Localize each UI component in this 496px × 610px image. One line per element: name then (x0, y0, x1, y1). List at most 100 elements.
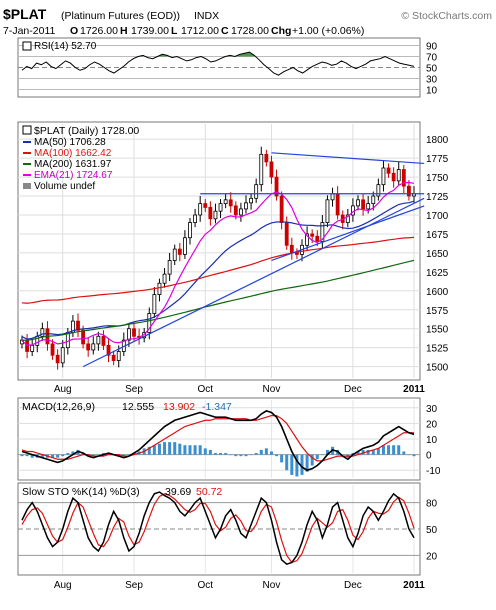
macd-histogram-bar (71, 451, 75, 455)
candle-body (305, 233, 309, 246)
x-axis-label-bottom: Dec (344, 580, 362, 591)
rsi-tick-label: 90 (426, 42, 438, 53)
candle-body (407, 185, 411, 197)
macd-histogram-bar (30, 454, 34, 458)
macd-histogram-bar (259, 449, 263, 455)
candle-body (172, 248, 177, 261)
macd-histogram-bar (244, 454, 248, 457)
macd-histogram-bar (269, 451, 273, 455)
candle-body (366, 203, 371, 210)
candle-body (65, 332, 70, 349)
price-legend-main: $PLAT (Daily) 1728.00 (34, 125, 139, 137)
macd-histogram-bar (178, 443, 182, 455)
high-value: 1739.00 (131, 25, 169, 37)
candle-body (223, 199, 228, 205)
candle-body (381, 167, 386, 186)
rsi-line (21, 51, 415, 76)
macd-histogram-bar (51, 454, 55, 458)
macd-histogram-bar (280, 454, 284, 463)
macd-histogram-bar (275, 454, 279, 457)
volume-legend-swatch (23, 183, 31, 189)
macd-histogram-bar (387, 445, 391, 455)
candle-body (228, 199, 233, 207)
overlay-line (21, 200, 415, 340)
candle-body (259, 153, 264, 186)
rsi-series (21, 51, 415, 76)
price-legend-swatch (22, 125, 32, 135)
x-axis-label: 2011 (403, 384, 425, 395)
macd-tick-label: 20 (426, 419, 438, 430)
candle-body (101, 335, 106, 346)
macd-histogram-bar (392, 445, 396, 455)
candle-body (244, 202, 248, 210)
macd-histogram-bar (376, 448, 380, 455)
candle-body (81, 329, 85, 345)
candle-body (86, 343, 91, 351)
candle-body (345, 214, 350, 223)
candle-body (116, 351, 121, 361)
candle-body (269, 161, 274, 178)
price-tick-label: 1750 (426, 173, 449, 184)
sto-k-line (21, 491, 415, 566)
price-tick-label: 1575 (426, 306, 449, 317)
sto-legend-name: Slow STO %K(14) %D(3) (22, 486, 140, 498)
candle-body (183, 237, 187, 255)
macd-series (20, 410, 416, 477)
candle-body (157, 282, 162, 295)
x-axis-label-bottom: 2011 (403, 580, 425, 591)
watermark: © StockCharts.com (401, 10, 492, 22)
macd-histogram-bar (127, 454, 131, 456)
sto-legend-v2: 50.72 (196, 486, 222, 498)
macd-histogram-bar (264, 448, 268, 455)
macd-histogram-bar (188, 445, 192, 455)
macd-histogram-bar (366, 449, 370, 455)
macd-histogram-bar (305, 454, 309, 472)
candle-body (335, 193, 340, 216)
candle-body (198, 203, 203, 216)
macd-histogram-bar (290, 454, 294, 475)
x-axis-label-bottom: Nov (263, 580, 281, 591)
macd-histogram-bar (412, 454, 416, 457)
macd-histogram-bar (371, 449, 375, 455)
candle-body (356, 199, 360, 207)
low-label: L (171, 25, 178, 37)
macd-histogram-bar (96, 454, 100, 456)
x-axis-label: Sep (125, 384, 143, 395)
candle-body (249, 197, 253, 204)
candle-body (91, 343, 96, 351)
macd-histogram-bar (361, 449, 365, 455)
rsi-tick-label: 30 (426, 75, 438, 86)
macd-histogram-bar (295, 454, 299, 477)
macd-histogram-bar (40, 454, 44, 458)
macd-histogram-bar (320, 454, 324, 456)
price-tick-label: 1600 (426, 287, 449, 298)
candle-body (188, 222, 192, 239)
macd-histogram-bar (163, 442, 167, 455)
header-symbol: $PLAT (3, 6, 47, 22)
macd-histogram-bar (173, 442, 177, 455)
candle-body (162, 273, 167, 284)
overlay-line (21, 236, 415, 304)
candle-body (315, 235, 320, 242)
macd-histogram-bar (407, 454, 411, 456)
candle-body (76, 320, 80, 331)
sto-series (21, 491, 415, 566)
close-label: C (221, 25, 229, 37)
candle-body (30, 344, 35, 352)
header-description: (Platinum Futures (EOD)) (61, 10, 180, 22)
candle-body (325, 199, 330, 223)
macd-histogram-bar (341, 454, 345, 456)
rsi-legend-swatch (22, 41, 32, 51)
price-tick-label: 1800 (426, 135, 449, 146)
candle-body (320, 222, 325, 242)
price-tick-label: 1725 (426, 192, 449, 203)
candle-body (193, 214, 197, 223)
macd-histogram-bar (310, 454, 314, 466)
candle-body (233, 205, 238, 216)
overlay-line (21, 181, 415, 346)
macd-histogram-bar (152, 445, 156, 455)
candle-body (152, 294, 157, 314)
candle-body (50, 343, 55, 356)
